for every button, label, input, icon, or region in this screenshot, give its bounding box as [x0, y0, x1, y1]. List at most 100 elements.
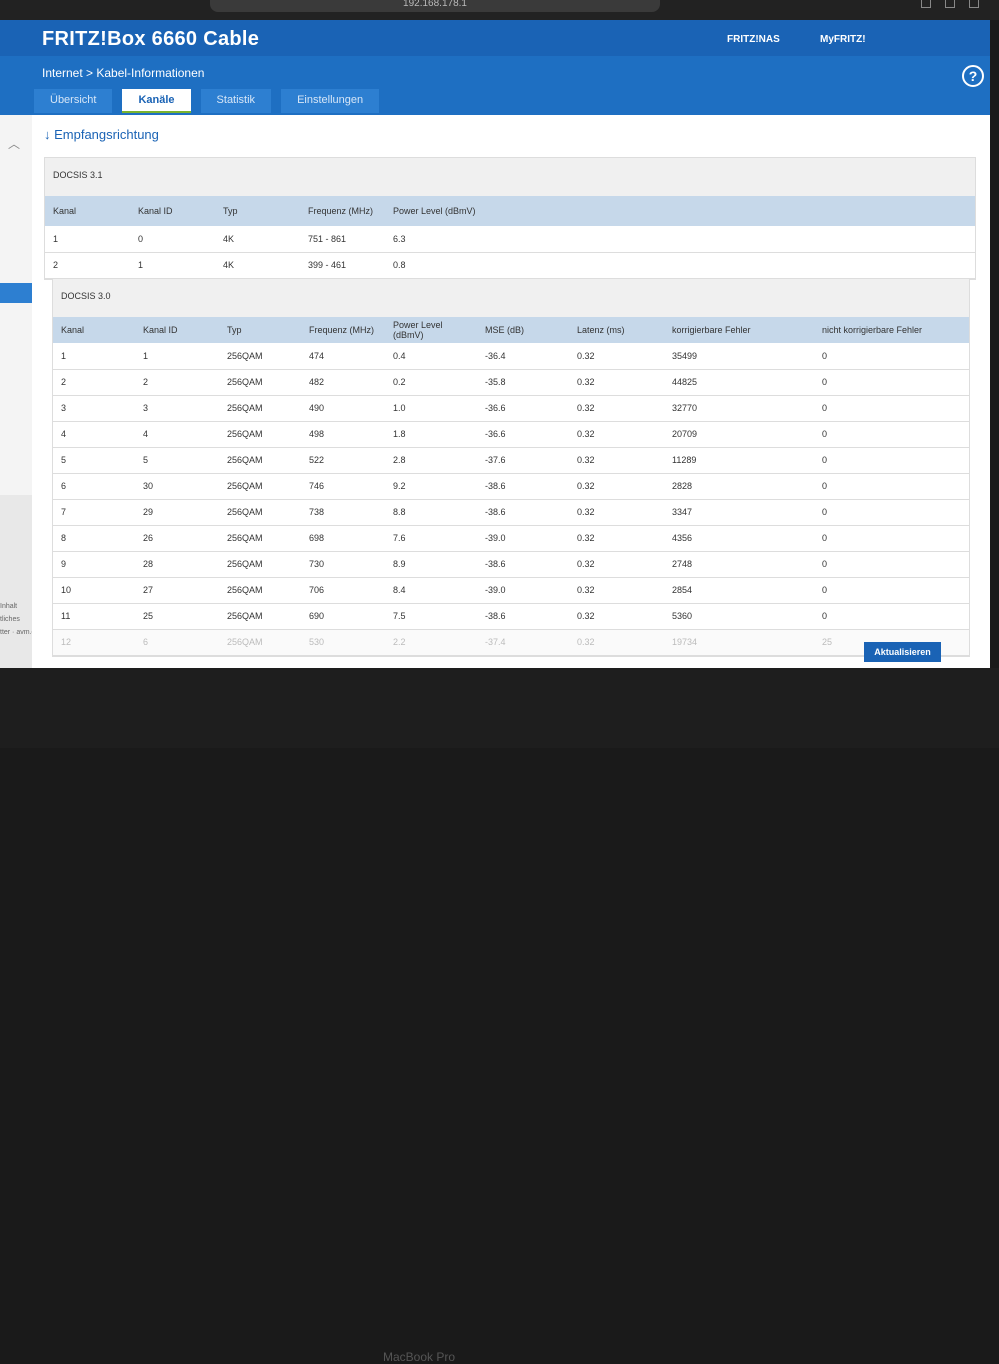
tab-statistik[interactable]: Statistik [200, 89, 272, 113]
cell: 5 [53, 447, 135, 474]
cell: 0.32 [569, 343, 664, 370]
cell: 29 [135, 499, 219, 526]
table-row: 7 29 256QAM 738 8.8 -38.6 0.32 3347 0 [53, 499, 969, 526]
cell: 490 [301, 395, 385, 422]
col-latenz: Latenz (ms) [569, 317, 664, 343]
table-row: 5 5 256QAM 522 2.8 -37.6 0.32 11289 0 [53, 447, 969, 474]
docsis30-table-body: 1 1 256QAM 474 0.4 -36.4 0.32 35499 0 2 2 256QAM 482… [53, 343, 969, 656]
cell: 5 [135, 447, 219, 474]
screen: FRITZ!Box 6660 Cable FRITZ!NAS MyFRITZ! … [0, 20, 990, 668]
cell: 1 [130, 252, 215, 279]
tab-einstellungen[interactable]: Einstellungen [281, 89, 380, 113]
cell: 256QAM [219, 395, 301, 422]
address-bar[interactable]: 192.168.178.1 [210, 0, 660, 12]
cell: 2.8 [385, 447, 477, 474]
cell: 0 [814, 369, 969, 396]
cell: -38.6 [477, 603, 569, 630]
cell: 5360 [664, 603, 814, 630]
col-frequenz: Frequenz (MHz) [301, 317, 385, 343]
cell: 0.32 [569, 369, 664, 396]
table-row: 2 2 256QAM 482 0.2 -35.8 0.32 44825 0 [53, 369, 969, 396]
table-row: 12 6 256QAM 530 2.2 -37.4 0.32 19734 25 [53, 629, 969, 656]
col-kanal-id: Kanal ID [130, 196, 215, 226]
cell: 256QAM [219, 447, 301, 474]
cell: 0 [814, 421, 969, 448]
tab-kanaele[interactable]: Kanäle [122, 89, 191, 113]
cell: 256QAM [219, 525, 301, 552]
col-kanal: Kanal [53, 317, 135, 343]
main-content: ↓ Empfangsrichtung DOCSIS 3.1 Kanal Kana… [32, 115, 990, 668]
share-icon[interactable] [921, 0, 931, 8]
footer-link-avm[interactable]: tter · avm.de [0, 629, 40, 636]
cell: 11289 [664, 447, 814, 474]
new-tab-icon[interactable] [945, 0, 955, 8]
cell: 10 [53, 577, 135, 604]
cell: 4356 [664, 525, 814, 552]
cell: 4 [135, 421, 219, 448]
cell: -35.8 [477, 369, 569, 396]
cell: 11 [53, 603, 135, 630]
docsis30-panel: DOCSIS 3.0 Kanal Kanal ID Typ Frequenz (… [52, 278, 970, 657]
cell: -39.0 [477, 577, 569, 604]
cell: 3347 [664, 499, 814, 526]
cell: 706 [301, 577, 385, 604]
cell: -36.4 [477, 343, 569, 370]
sidebar-selected-item[interactable] [0, 283, 32, 303]
docsis31-panel: DOCSIS 3.1 Kanal Kanal ID Typ Frequenz (… [44, 157, 976, 280]
cell: 0.8 [385, 252, 975, 279]
breadcrumb[interactable]: Internet > Kabel-Informationen [42, 66, 205, 80]
cell: 1 [45, 226, 130, 253]
cell: 256QAM [219, 369, 301, 396]
cell: -37.6 [477, 447, 569, 474]
docsis30-title: DOCSIS 3.0 [61, 291, 111, 301]
col-typ: Typ [215, 196, 300, 226]
update-button[interactable]: Aktualisieren [864, 642, 941, 662]
fritznas-link[interactable]: FRITZ!NAS [727, 34, 780, 45]
cell: 19734 [664, 629, 814, 656]
cell: 522 [301, 447, 385, 474]
chevron-up-icon[interactable]: ︿ [8, 137, 21, 151]
footer-link-rechtliches[interactable]: tliches [0, 616, 20, 623]
cell: 0.32 [569, 473, 664, 500]
app-header: FRITZ!Box 6660 Cable FRITZ!NAS MyFRITZ! … [0, 20, 990, 115]
tabs-overview-icon[interactable] [969, 0, 979, 8]
col-mse: MSE (dB) [477, 317, 569, 343]
tab-uebersicht[interactable]: Übersicht [34, 89, 113, 113]
docsis31-table: Kanal Kanal ID Typ Frequenz (MHz) Power … [45, 196, 975, 279]
cell: 474 [301, 343, 385, 370]
col-kanal: Kanal [45, 196, 130, 226]
cell: 4 [53, 421, 135, 448]
cell: 482 [301, 369, 385, 396]
help-icon[interactable]: ? [962, 65, 984, 87]
cell: 0.2 [385, 369, 477, 396]
cell: -36.6 [477, 421, 569, 448]
cell: 256QAM [219, 499, 301, 526]
section-title[interactable]: ↓ Empfangsrichtung [44, 127, 159, 142]
cell: 7.5 [385, 603, 477, 630]
docsis31-title: DOCSIS 3.1 [53, 170, 103, 180]
cell: 1.0 [385, 395, 477, 422]
footer-link-inhalt[interactable]: Inhalt [0, 603, 18, 610]
myfritz-link[interactable]: MyFRITZ! [820, 34, 866, 45]
cell: 0 [814, 551, 969, 578]
cell: 0 [814, 343, 969, 370]
cell: 0.32 [569, 551, 664, 578]
cell: 0 [814, 499, 969, 526]
cell: 2748 [664, 551, 814, 578]
cell: 2828 [664, 473, 814, 500]
cell: 2 [53, 369, 135, 396]
table-row: 4 4 256QAM 498 1.8 -36.6 0.32 20709 0 [53, 421, 969, 448]
cell: 256QAM [219, 473, 301, 500]
cell: 20709 [664, 421, 814, 448]
docsis30-table: Kanal Kanal ID Typ Frequenz (MHz) Power … [53, 317, 969, 656]
cell: 6.3 [385, 226, 975, 253]
cell: 256QAM [219, 577, 301, 604]
cell: 0.32 [569, 499, 664, 526]
cell: 3 [135, 395, 219, 422]
cell: 0 [814, 447, 969, 474]
cell: 32770 [664, 395, 814, 422]
table-row: 2 1 4K 399 - 461 0.8 [45, 252, 975, 279]
cell: 738 [301, 499, 385, 526]
cell: 8.8 [385, 499, 477, 526]
cell: 0.32 [569, 577, 664, 604]
